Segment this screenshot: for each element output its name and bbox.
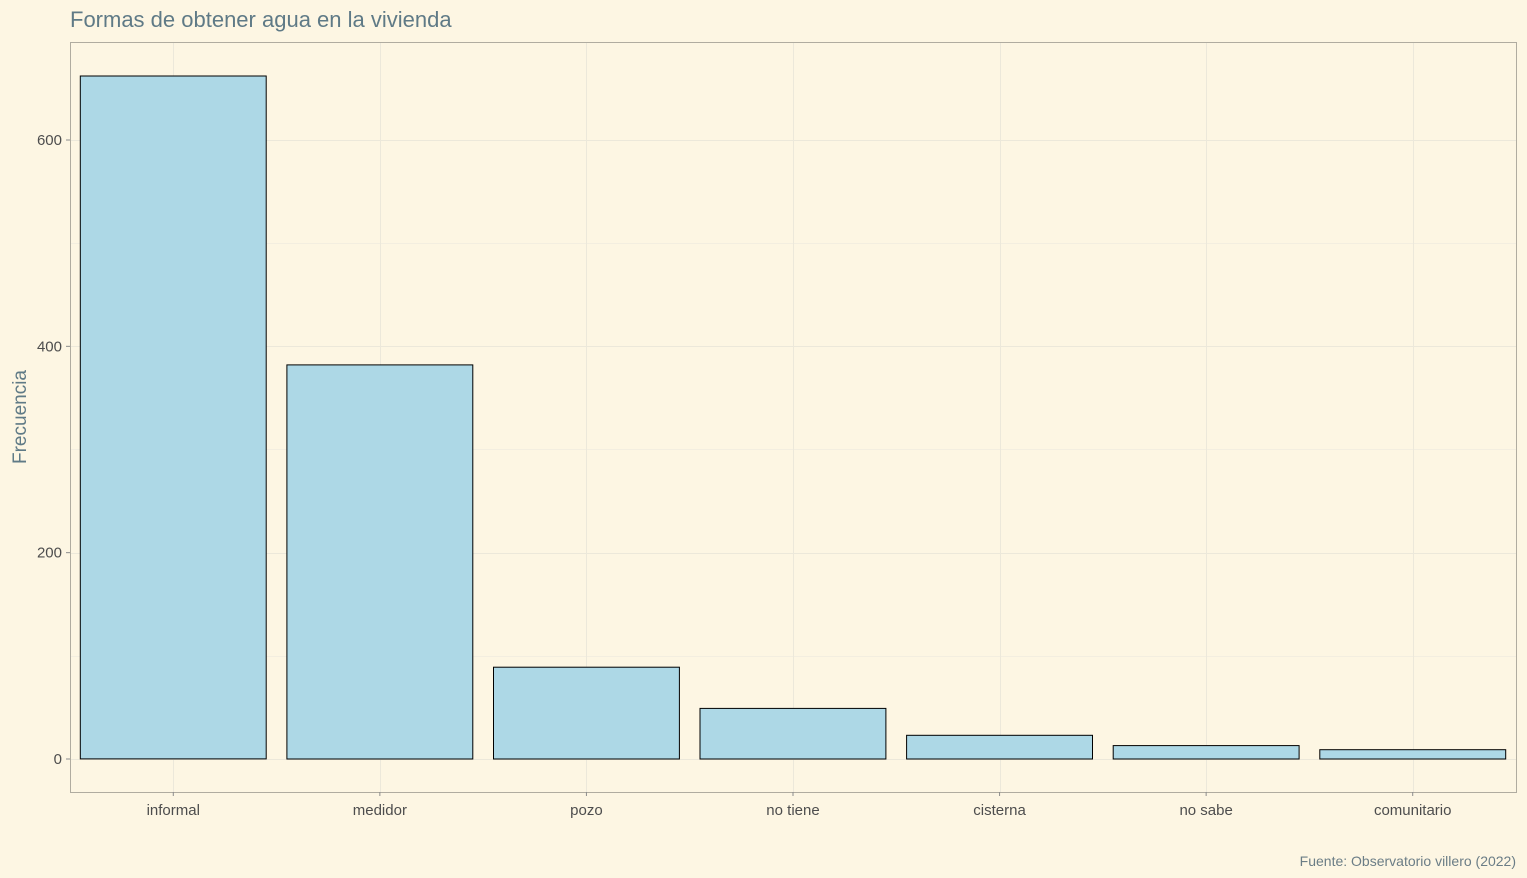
- x-tick-label: pozo: [570, 802, 603, 819]
- y-axis-ticks: 0 200 400 600: [37, 132, 70, 768]
- bar-cisterna: [906, 734, 1093, 760]
- y-tick-label: 600: [37, 132, 62, 149]
- x-tick-label: cisterna: [973, 802, 1026, 819]
- y-tick-label: 200: [37, 545, 62, 562]
- y-axis-title: Frecuencia: [10, 370, 31, 464]
- bar-no-tiene: [699, 707, 887, 760]
- x-tick-label: medidor: [353, 802, 407, 819]
- chart-caption: Fuente: Observatorio villero (2022): [1300, 853, 1516, 869]
- x-tick-label: informal: [147, 802, 200, 819]
- bar-informal: [79, 75, 267, 760]
- x-tick-label: comunitario: [1374, 802, 1452, 819]
- y-tick-label: 0: [54, 751, 62, 768]
- bars: [79, 75, 1507, 760]
- bar-no-sabe: [1112, 745, 1300, 760]
- chart-title: Formas de obtener agua en la vivienda: [70, 7, 452, 32]
- bar-comunitario: [1319, 749, 1507, 760]
- x-tick-label: no tiene: [766, 802, 819, 819]
- y-tick-label: 400: [37, 338, 62, 355]
- bar-medidor: [286, 364, 474, 760]
- bar-pozo: [493, 666, 680, 760]
- gridlines: [70, 42, 1516, 792]
- x-tick-label: no sabe: [1179, 802, 1232, 819]
- x-axis-ticks: informal medidor pozo no tiene cisterna no sa…: [147, 792, 1452, 819]
